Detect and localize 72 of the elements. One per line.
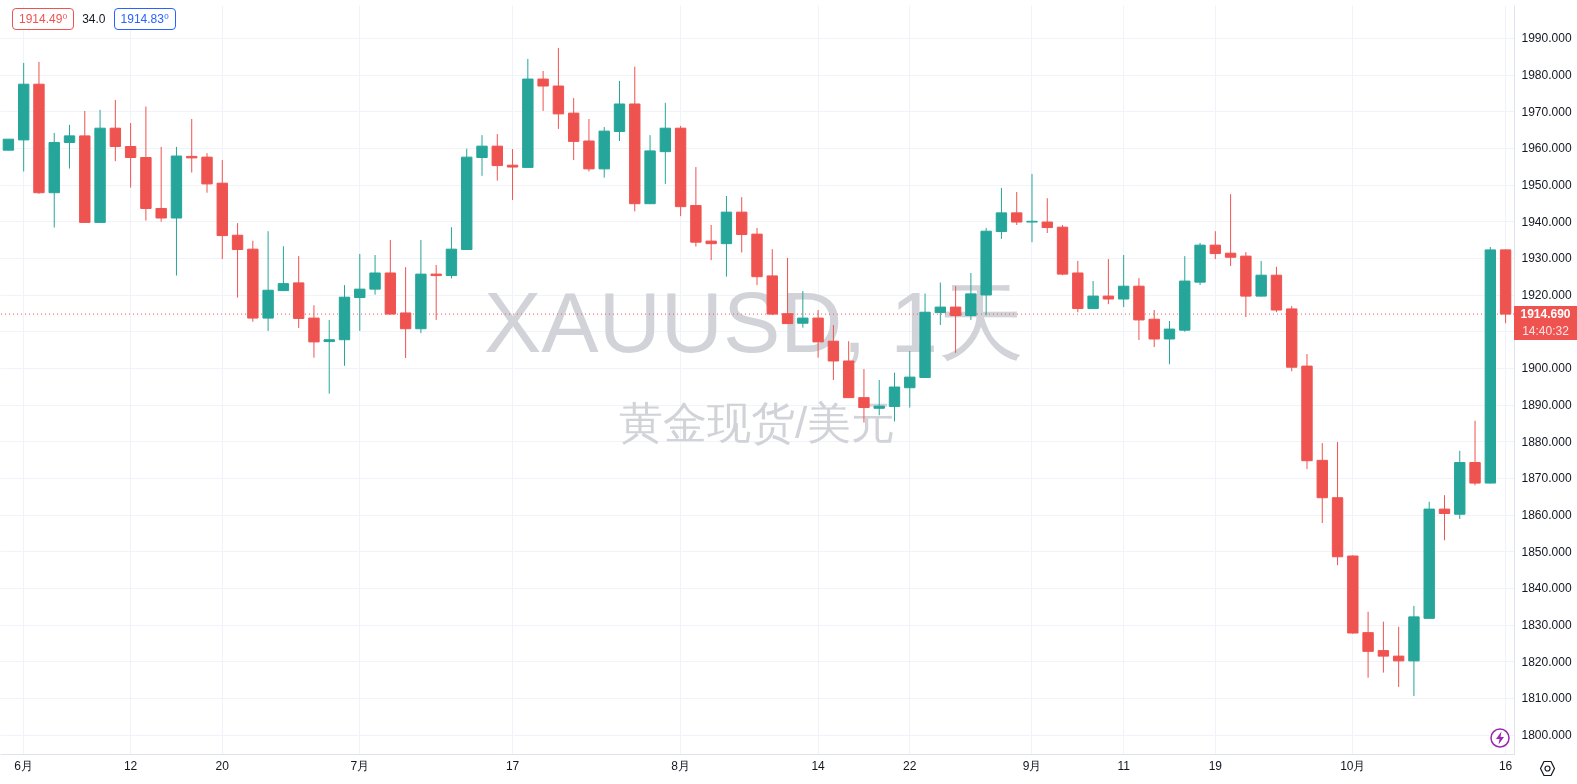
y-tick-label: 1870.000 — [1521, 471, 1572, 486]
candlestick — [537, 70, 549, 112]
candlestick — [1163, 320, 1176, 365]
candlestick — [1209, 230, 1222, 260]
y-tick-label: 1880.000 — [1521, 434, 1572, 449]
candlestick — [323, 319, 335, 395]
y-tick-label: 1990.000 — [1521, 31, 1572, 46]
candlestick — [995, 187, 1008, 240]
candlestick — [1362, 611, 1374, 679]
x-tick-label: 14 — [811, 758, 826, 773]
x-tick-label: 7月 — [350, 758, 370, 773]
y-tick-label: 1900.000 — [1521, 361, 1572, 376]
x-tick-label: 6月 — [14, 758, 34, 773]
y-tick-label: 1890.000 — [1521, 398, 1572, 413]
candlestick — [1224, 193, 1237, 267]
x-tick-label: 12 — [123, 758, 138, 773]
y-tick-label: 1830.000 — [1521, 618, 1572, 633]
candlestick — [354, 253, 366, 332]
y-tick-label: 1820.000 — [1521, 654, 1572, 669]
text: 14:40:32 — [1514, 322, 1577, 340]
candlestick — [1041, 197, 1053, 234]
x-tick-label: 16 — [1498, 758, 1513, 773]
candlestick — [1102, 258, 1115, 305]
x-tick-label: 20 — [215, 758, 230, 773]
y-tick-label: 1800.000 — [1521, 728, 1572, 743]
y-tick-label: 1970.000 — [1521, 104, 1572, 119]
candlestick — [705, 224, 717, 261]
candlestick — [231, 222, 244, 299]
candlestick — [63, 124, 76, 170]
candlestick — [308, 304, 320, 359]
y-tick-label: 1950.000 — [1521, 178, 1572, 193]
candlestick — [1255, 260, 1267, 297]
candlestick — [659, 102, 672, 185]
candlestick — [109, 99, 122, 162]
y-tick-label: 1980.000 — [1521, 68, 1572, 83]
annotation: 1914.83⁰ — [113, 8, 176, 30]
candlestick — [491, 133, 503, 182]
candlestick — [1438, 494, 1451, 541]
candlestick — [736, 196, 748, 253]
candlestick — [399, 266, 412, 359]
y-tick-label: 1860.000 — [1521, 508, 1572, 523]
x-tick-label: 22 — [903, 758, 917, 773]
x-tick-label: 9月 — [1022, 758, 1042, 773]
y-tick-label: 1850.000 — [1521, 544, 1572, 559]
candlestick — [369, 254, 381, 296]
x-tick-label: 19 — [1208, 758, 1223, 773]
candlestick — [277, 245, 290, 292]
annotation: 34.0 — [81, 11, 107, 28]
x-tick-label: 8月 — [671, 758, 690, 773]
x-tick-label: 17 — [505, 758, 520, 773]
x-tick-label: 10月 — [1340, 758, 1366, 773]
y-tick-label: 1840.000 — [1521, 581, 1572, 596]
candlestick — [506, 148, 519, 201]
candlestick — [1377, 621, 1390, 674]
y-tick-label: 1940.000 — [1521, 214, 1572, 229]
y-tick-label: 1920.000 — [1521, 288, 1572, 303]
candlestick — [476, 134, 488, 177]
candlestick — [186, 118, 198, 174]
x-tick-label: 11 — [1117, 758, 1131, 773]
ref-line-label: 1914.690 — [1514, 305, 1577, 323]
y-tick-label: 1810.000 — [1521, 691, 1572, 706]
candlestick — [1469, 420, 1481, 486]
annotation: 1914.49⁰ — [12, 8, 75, 30]
candlestick — [124, 122, 137, 189]
candlestick — [1026, 173, 1038, 243]
y-tick-label: 1930.000 — [1521, 251, 1572, 266]
candlestick — [1392, 626, 1405, 688]
candlestick — [1087, 280, 1099, 310]
candlestick — [1117, 254, 1130, 308]
y-tick-label: 1960.000 — [1521, 141, 1572, 156]
candlestick — [155, 146, 167, 223]
candlestick — [1011, 191, 1023, 226]
